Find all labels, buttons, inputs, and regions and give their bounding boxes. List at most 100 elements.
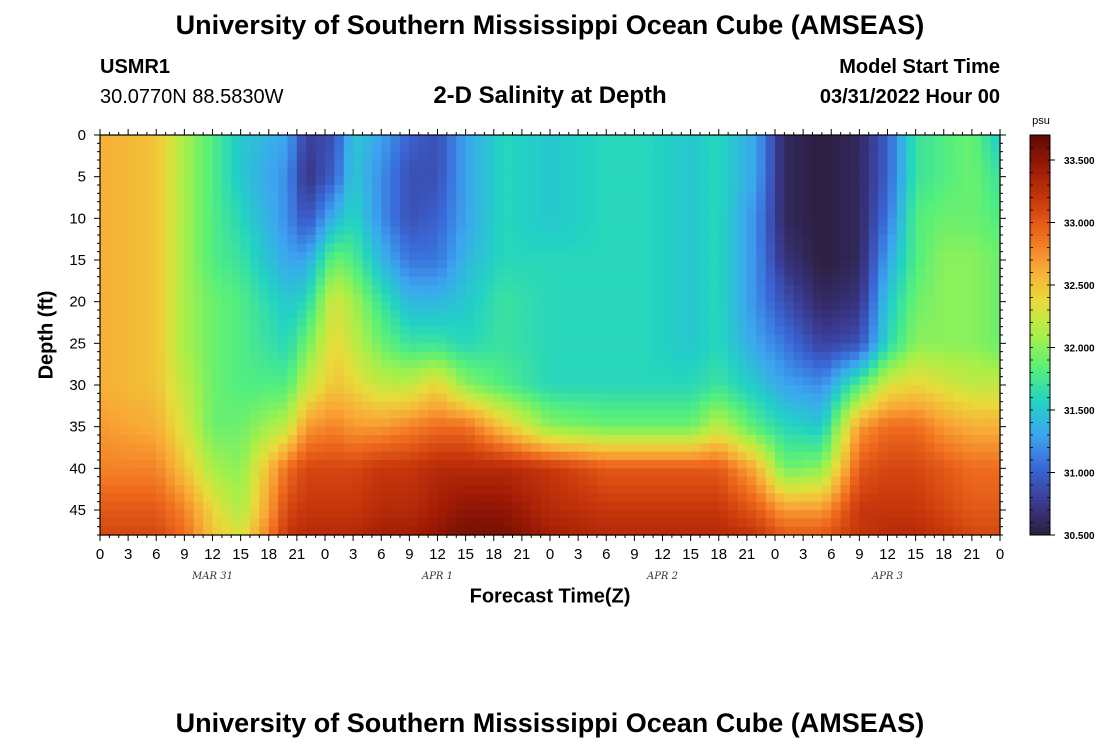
heatmap-cell [278, 226, 289, 236]
heatmap-cell [146, 201, 157, 211]
heatmap-cell [746, 276, 757, 286]
heatmap-cell [418, 360, 429, 369]
heatmap-cell [615, 360, 626, 369]
heatmap-cell [296, 476, 307, 486]
heatmap-cell [859, 276, 870, 286]
heatmap-cell [578, 501, 589, 511]
heatmap-cell [193, 501, 204, 511]
heatmap-cell [793, 443, 804, 453]
heatmap-cell [625, 326, 635, 336]
heatmap-cell [681, 218, 692, 228]
heatmap-cell [334, 176, 345, 186]
heatmap-cell [718, 318, 729, 328]
heatmap-cell [746, 376, 757, 386]
heatmap-cell [465, 310, 476, 319]
heatmap-cell [193, 251, 204, 261]
heatmap-cell [278, 393, 289, 403]
heatmap-cell [878, 393, 889, 403]
heatmap-cell [118, 385, 129, 394]
heatmap-cell [109, 143, 120, 153]
heatmap-cell [625, 351, 635, 361]
heatmap-cell [475, 235, 485, 244]
heatmap-cell [550, 485, 560, 494]
heatmap-cell [446, 376, 457, 386]
heatmap-cell [634, 460, 645, 469]
heatmap-cell [962, 485, 973, 494]
heatmap-cell [512, 135, 523, 144]
heatmap-cell [250, 326, 260, 336]
heatmap-cell [728, 285, 739, 294]
heatmap-cell [681, 143, 692, 153]
heatmap-cell [315, 435, 326, 444]
heatmap-cell [662, 368, 673, 378]
heatmap-cell [878, 310, 889, 319]
heatmap-cell [784, 376, 795, 386]
heatmap-cell [165, 210, 176, 219]
heatmap-cell [353, 443, 364, 453]
heatmap-cell [718, 493, 729, 503]
heatmap-cell [615, 401, 626, 411]
heatmap-cell [990, 301, 1001, 311]
heatmap-cell [765, 285, 776, 294]
heatmap-cell [400, 293, 410, 303]
heatmap-cell [456, 526, 467, 536]
heatmap-cell [568, 510, 579, 519]
heatmap-cell [868, 360, 879, 369]
heatmap-cell [512, 468, 523, 478]
heatmap-cell [175, 268, 185, 278]
heatmap-cell [156, 460, 167, 469]
heatmap-cell [681, 510, 692, 519]
heatmap-cell [718, 176, 729, 186]
heatmap-cell [737, 243, 748, 253]
heatmap-cell [925, 193, 935, 203]
heatmap-cell [887, 135, 898, 144]
heatmap-cell [943, 518, 954, 528]
heatmap-cell [465, 435, 476, 444]
heatmap-cell [268, 276, 279, 286]
heatmap-cell [634, 160, 645, 169]
heatmap-cell [540, 335, 551, 344]
heatmap-cell [128, 285, 139, 294]
heatmap-cell [775, 468, 785, 478]
heatmap-cell [953, 226, 964, 236]
heatmap-cell [653, 401, 664, 411]
heatmap-cell [775, 426, 785, 436]
heatmap-cell [709, 518, 720, 528]
heatmap-cell [709, 210, 720, 219]
heatmap-cell [550, 426, 560, 436]
heatmap-cell [840, 218, 851, 228]
heatmap-cell [756, 268, 767, 278]
heatmap-cell [437, 151, 448, 161]
heatmap-cell [193, 285, 204, 294]
heatmap-cell [296, 226, 307, 236]
heatmap-cell [296, 168, 307, 178]
heatmap-cell [540, 410, 551, 419]
heatmap-cell [296, 435, 307, 444]
heatmap-cell [287, 293, 298, 303]
heatmap-cell [165, 443, 176, 453]
heatmap-cell [943, 343, 954, 353]
heatmap-cell [306, 301, 317, 311]
heatmap-cell [325, 251, 335, 261]
heatmap-cell [850, 476, 860, 486]
heatmap-cell [568, 218, 579, 228]
heatmap-cell [428, 218, 439, 228]
heatmap-cell [821, 243, 832, 253]
heatmap-cell [193, 418, 204, 428]
heatmap-cell [503, 335, 514, 344]
heatmap-cell [709, 168, 720, 178]
heatmap-cell [831, 301, 842, 311]
heatmap-cell [231, 293, 242, 303]
heatmap-cell [690, 285, 701, 294]
heatmap-cell [146, 285, 157, 294]
heatmap-cell [231, 401, 242, 411]
heatmap-cell [981, 468, 992, 478]
heatmap-cell [315, 310, 326, 319]
heatmap-cell [662, 310, 673, 319]
heatmap-cell [643, 393, 654, 403]
heatmap-cell [615, 343, 626, 353]
heatmap-cell [934, 251, 945, 261]
heatmap-cell [728, 426, 739, 436]
heatmap-cell [606, 218, 617, 228]
heatmap-cell [831, 176, 842, 186]
